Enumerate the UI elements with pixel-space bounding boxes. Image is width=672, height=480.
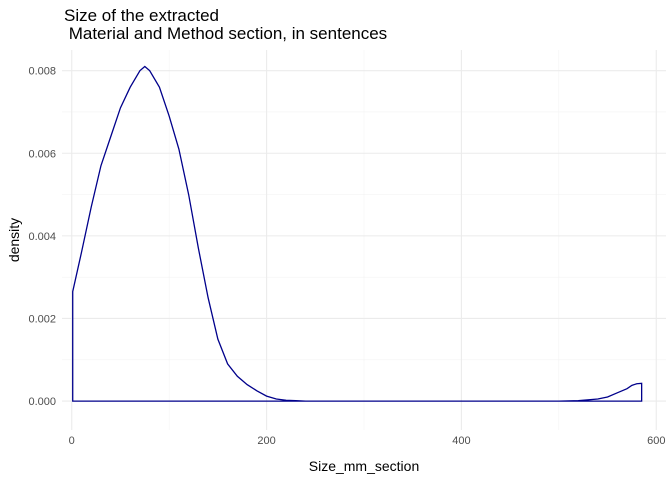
chart-title-line-1: Size of the extracted [64,6,219,25]
y-tick-label: 0.002 [28,313,56,325]
x-tick-label: 400 [452,435,470,447]
x-axis-title: Size_mm_section [309,458,420,474]
chart-title-line-2: Material and Method section, in sentence… [64,24,387,43]
y-tick-label: 0.004 [28,231,56,243]
density-curve [72,65,643,402]
x-tick-label: 600 [647,435,665,447]
y-axis-tick-labels: 0.000 0.002 0.004 0.006 0.008 [28,66,56,408]
y-tick-label: 0.000 [28,396,56,408]
x-axis-tick-labels: 0 200 400 600 [69,435,666,447]
y-tick-label: 0.006 [28,148,56,160]
y-axis-title: density [6,218,22,262]
y-tick-label: 0.008 [28,66,56,78]
grid [62,50,666,430]
x-tick-label: 0 [69,435,75,447]
x-tick-label: 200 [257,435,275,447]
